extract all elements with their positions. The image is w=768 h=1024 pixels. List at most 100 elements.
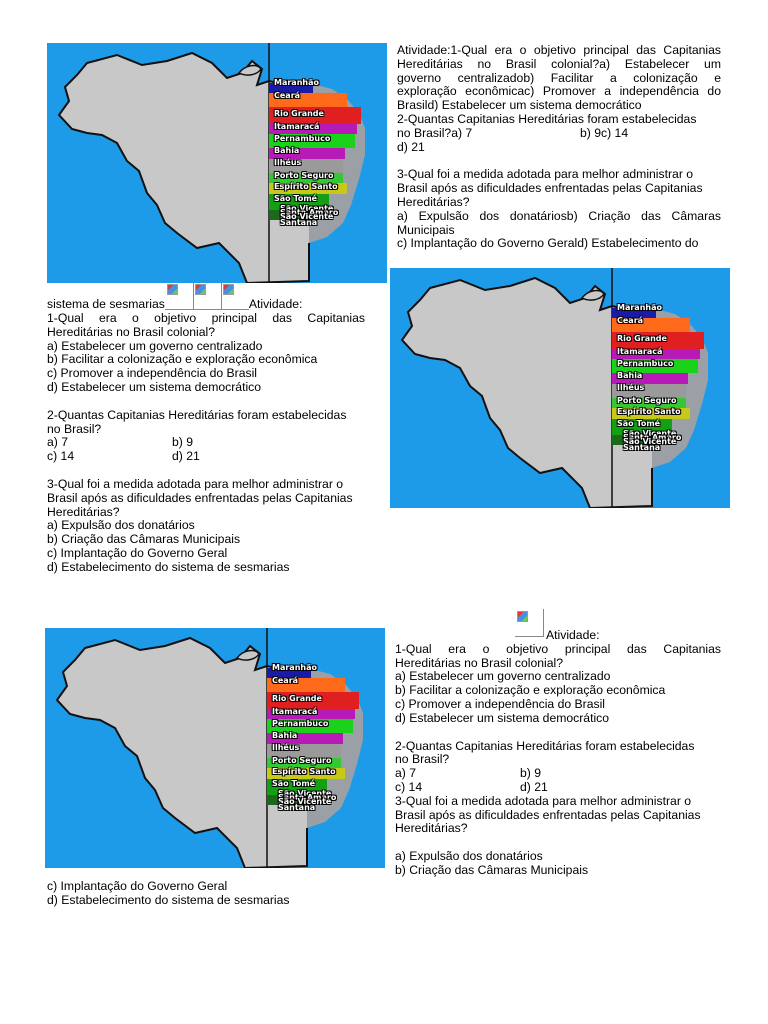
map-label: Ceará bbox=[274, 91, 301, 100]
answer-row: c) 14 d) 21 bbox=[47, 449, 365, 464]
map-label: Ilhéus bbox=[274, 158, 302, 167]
text-line: b) Facilitar a colonização e exploração … bbox=[47, 352, 318, 367]
map-label: Porto Seguro bbox=[272, 756, 332, 765]
map-label: São Vicente bbox=[280, 204, 334, 213]
text-line: d) Estabelecimento do sistema de sesmari… bbox=[47, 559, 290, 574]
map-label: São Vicente bbox=[623, 437, 677, 446]
answer-row: a) 7 b) 9 bbox=[47, 436, 365, 450]
map-label: Itamaracá bbox=[274, 122, 320, 131]
map-label: Maranhão bbox=[272, 663, 317, 672]
text-line: a) Estabelecer um governo centralizado bbox=[395, 669, 611, 684]
map-label: São Tomé bbox=[274, 194, 318, 203]
text-line: a) Expulsão dos donatários bbox=[47, 518, 195, 533]
map-label: Maranhão bbox=[274, 78, 319, 87]
text-line: a) Expulsão dos donatáriosb) Criação das… bbox=[397, 208, 721, 223]
map-label: Porto Seguro bbox=[274, 171, 334, 180]
map-label: Pernambuco bbox=[274, 134, 331, 143]
brazil-capitanias-map-3 bbox=[45, 628, 385, 868]
map-label: Santo Amaro bbox=[278, 793, 337, 802]
map-label: Pernambuco bbox=[617, 359, 674, 368]
text-line: Brasil após as dificuldades enfrentadas … bbox=[397, 181, 703, 196]
brazil-capitanias-map-2 bbox=[390, 268, 730, 508]
text-line: Hereditárias no Brasil colonial? bbox=[395, 655, 564, 670]
text-line: no Brasil? bbox=[395, 752, 450, 767]
text-line: Municipais bbox=[397, 222, 455, 237]
text-line: Hereditárias no Brasil colonial? bbox=[47, 324, 216, 339]
text-line: d) Estabelecimento do sistema de sesmari… bbox=[47, 892, 290, 907]
text-line: b) 9c) 14 bbox=[580, 125, 629, 140]
activity-block-2: sistema de sesmarias Atividade: 1-Qual er… bbox=[47, 282, 365, 575]
text-line: 3-Qual foi a medida adotada para melhor … bbox=[47, 476, 344, 491]
text-line: c) Promover a independência do Brasil bbox=[395, 696, 606, 711]
map-label: Espírito Santo bbox=[274, 182, 338, 191]
text-line: Atividade: bbox=[546, 628, 600, 642]
text-line: Brasil após as dificuldades enfrentadas … bbox=[47, 490, 353, 505]
map-label: Rio Grande bbox=[272, 694, 322, 703]
text-line: c) Promover a independência do Brasil bbox=[47, 366, 258, 381]
text-line: no Brasil? bbox=[47, 421, 102, 436]
activity-block-3: Atividade: 1-Qual era o objetivo princip… bbox=[395, 628, 721, 878]
text-line: c) 14 bbox=[47, 449, 75, 464]
text-line: 2-Quantas Capitanias Hereditárias foram … bbox=[395, 738, 695, 753]
map-label: Espírito Santo bbox=[272, 767, 336, 776]
text-line: Brasil após as dificuldades enfrentadas … bbox=[395, 807, 701, 822]
text-line: governo centralizadob) Facilitar a colon… bbox=[397, 70, 721, 85]
map-label: Bahia bbox=[274, 146, 300, 155]
text-line: d) 21 bbox=[520, 779, 548, 794]
map-label: São Vicente bbox=[623, 429, 677, 438]
map-label: Maranhão bbox=[617, 303, 662, 312]
activity-block-1: Atividade:1-Qual era o objetivo principa… bbox=[397, 43, 721, 251]
map-label: Itamaracá bbox=[617, 347, 663, 356]
text-line: c) 14 bbox=[395, 779, 423, 794]
answer-row: a) 7 b) 9 bbox=[395, 766, 721, 781]
text-line: d) Estabelecer um sistema democrático bbox=[47, 379, 262, 394]
map-label: Santana bbox=[280, 218, 318, 227]
text-line: Hereditárias? bbox=[395, 821, 468, 836]
text-line: b) 9 bbox=[172, 435, 194, 450]
text-line: b) Criação das Câmaras Municipais bbox=[47, 532, 241, 547]
map-label: São Tomé bbox=[617, 419, 661, 428]
map-label: Bahia bbox=[272, 731, 298, 740]
text-line: d) 21 bbox=[172, 449, 200, 464]
text-line: Atividade:1-Qual era o objetivo principa… bbox=[397, 43, 721, 57]
broken-image-icon bbox=[220, 284, 249, 312]
text-line: sistema de sesmarias bbox=[47, 297, 165, 312]
map-label: Ceará bbox=[272, 676, 299, 685]
map-label: Santana bbox=[278, 803, 316, 812]
text-line: Brasild) Estabelecer um sistema democrát… bbox=[397, 98, 642, 113]
text-line: d) 21 bbox=[397, 139, 425, 154]
text-line: 3-Qual foi a medida adotada para melhor … bbox=[395, 793, 692, 808]
map-label: Ilhéus bbox=[617, 383, 645, 392]
text-line: b) Criação das Câmaras Municipais bbox=[395, 862, 589, 877]
map-label: São Tomé bbox=[272, 779, 316, 788]
text-line: c) Implantação do Governo Geral bbox=[47, 545, 228, 560]
answer-row: no Brasil?a) 7 b) 9c) 14 bbox=[397, 125, 721, 141]
map-label: Bahia bbox=[617, 371, 643, 380]
text-line: b) 9 bbox=[520, 766, 542, 781]
text-line: Hereditárias? bbox=[47, 504, 120, 519]
broken-image-icon bbox=[192, 282, 222, 312]
text-line: Atividade: bbox=[248, 297, 303, 312]
text-line: 2-Quantas Capitanias Hereditárias foram … bbox=[397, 111, 697, 126]
map-label: Itamaracá bbox=[272, 707, 318, 716]
map-label: Porto Seguro bbox=[617, 396, 677, 405]
text-line: b) Facilitar a colonização e exploração … bbox=[395, 683, 666, 698]
broken-image-icon bbox=[515, 609, 544, 639]
map-label: São Vicente bbox=[278, 797, 332, 806]
map-label: Santana bbox=[623, 443, 661, 452]
text-line: Hereditárias? bbox=[397, 194, 470, 209]
broken-image-icon bbox=[164, 282, 194, 312]
map-label: Ilhéus bbox=[272, 743, 300, 752]
text-line: sistema de sesmarias Atividade: bbox=[47, 282, 365, 312]
text-line: 3-Qual foi a medida adotada para melhor … bbox=[397, 167, 694, 182]
map-label: São Vicente bbox=[280, 212, 334, 221]
text-line: d) Estabelecer um sistema democrático bbox=[395, 710, 610, 725]
text-line: c) Implantação do Governo Geral bbox=[47, 879, 228, 893]
map-label: São Vicente bbox=[278, 789, 332, 798]
text-line: a) 7 bbox=[395, 766, 417, 781]
map-label: Rio Grande bbox=[274, 109, 324, 118]
text-line: Hereditárias no Brasil colonial?a) Estab… bbox=[397, 56, 721, 71]
text-line: a) Expulsão dos donatários bbox=[395, 849, 543, 864]
map-label: Rio Grande bbox=[617, 334, 667, 343]
text-line: exploração econômicac) Promover a indepe… bbox=[397, 84, 721, 99]
